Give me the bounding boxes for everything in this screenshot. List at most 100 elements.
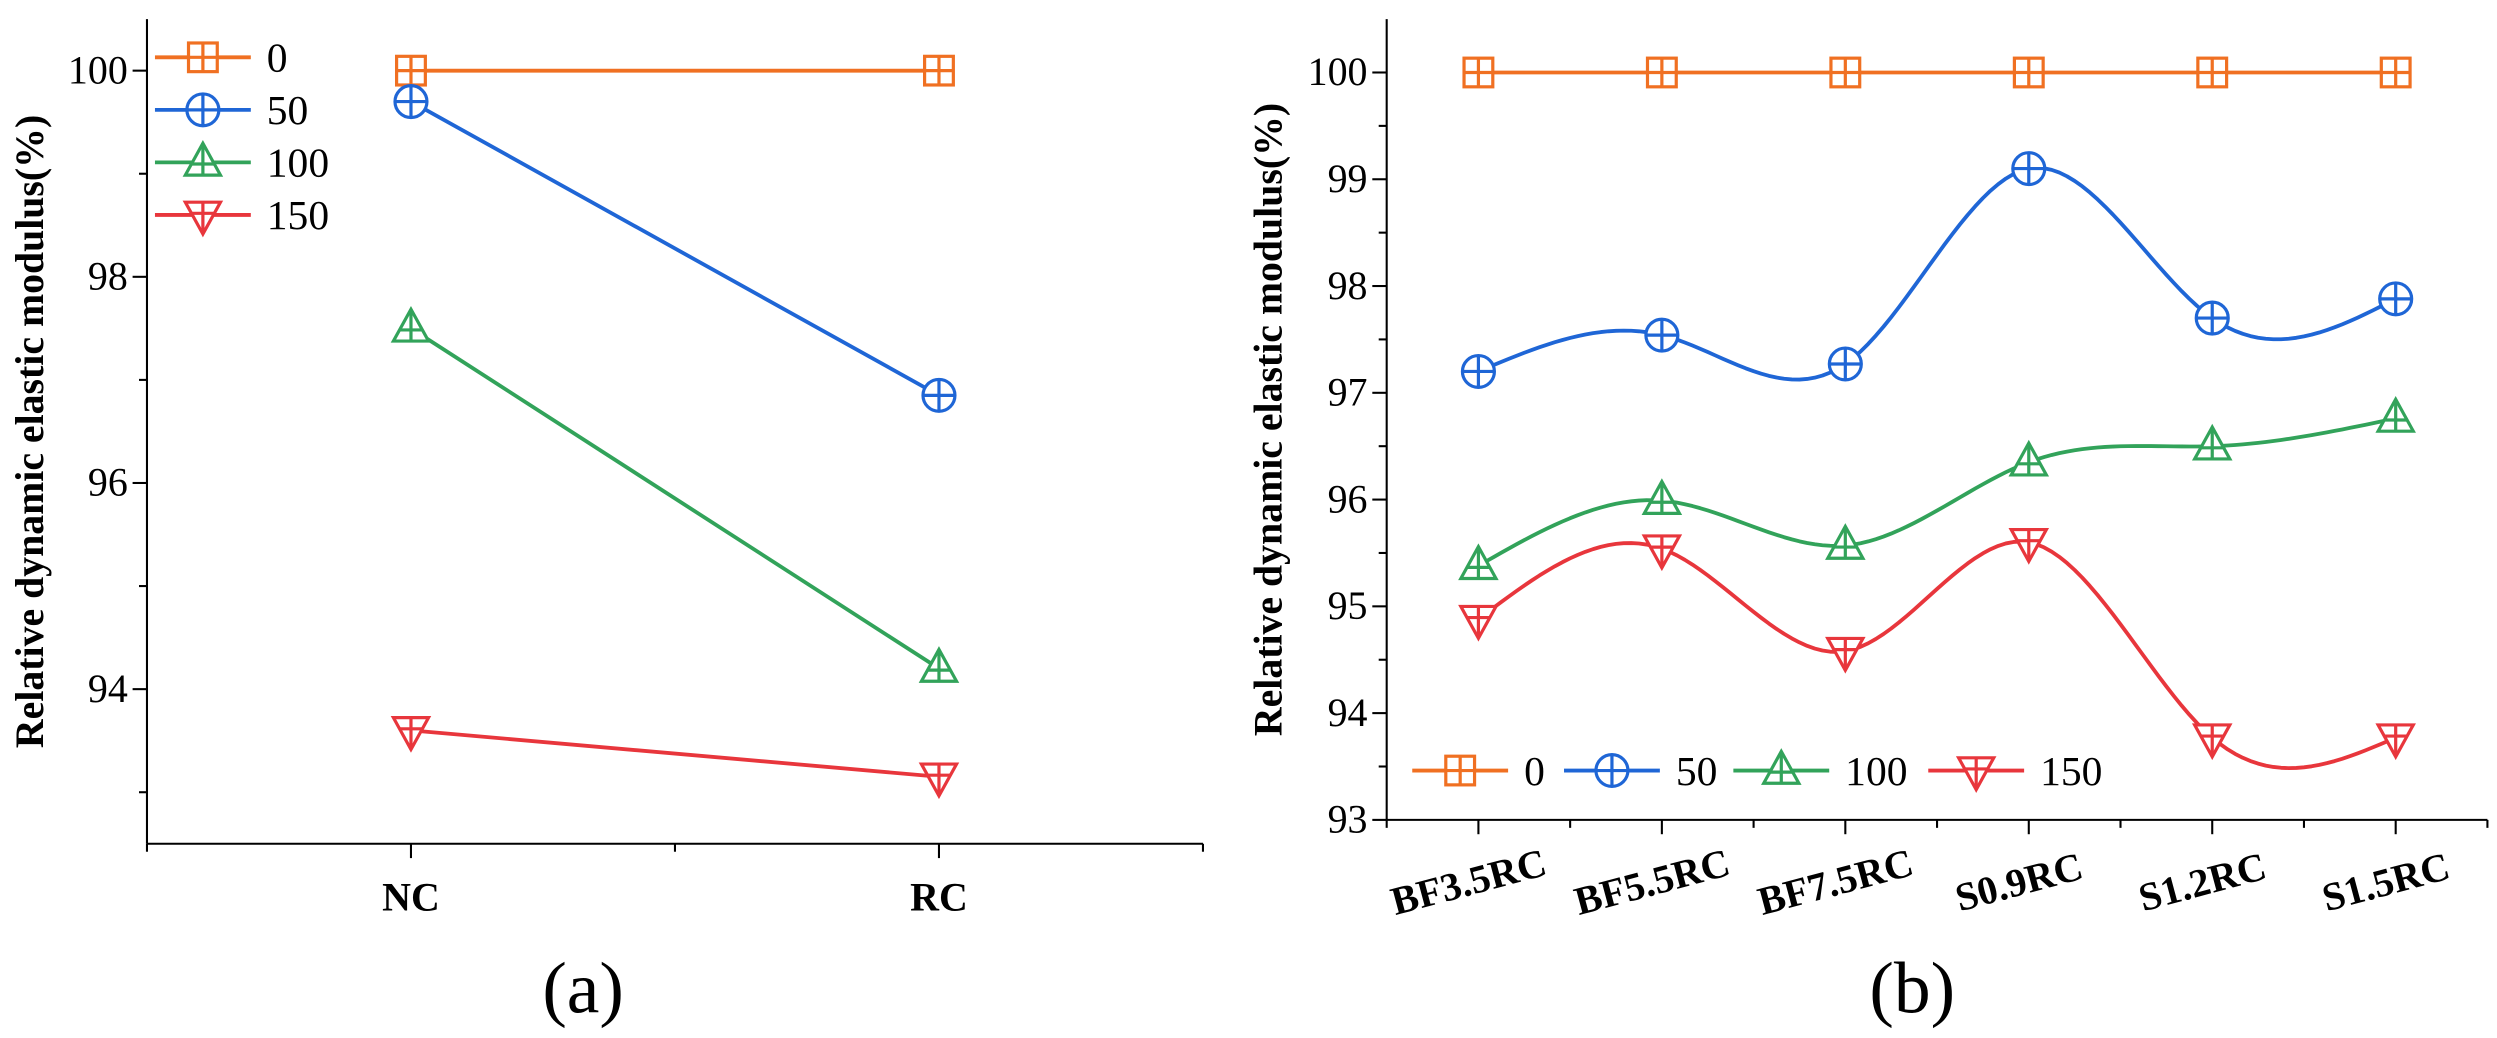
chart-b-axes	[1372, 19, 2489, 835]
chart-b-ytick-label-4: 97	[1328, 370, 1368, 415]
marker-plus	[1464, 58, 1493, 87]
marker-plus	[1829, 348, 1862, 380]
chart-a-legend-item-0: 0	[154, 35, 288, 81]
marker-plus	[399, 717, 423, 750]
marker-plus	[1462, 355, 1495, 388]
chart-b-ytick-label-3: 96	[1328, 476, 1368, 521]
chart-b-series-50-point-4	[2194, 300, 2230, 336]
chart-b-series-150-point-1	[1641, 534, 1683, 572]
marker-plus	[2017, 443, 2040, 475]
chart-b-series-100-point-0	[1458, 543, 1499, 581]
chart-a-xtick-label-1: RC	[910, 875, 968, 920]
marker-plus	[2196, 302, 2229, 334]
chart-b-series-150-line	[1476, 539, 2398, 771]
chart-a-xtick-label-0: NC	[382, 875, 440, 920]
marker-plus	[1645, 319, 1678, 352]
chart-b-legend-marker-150	[1955, 756, 1997, 793]
chart-a-legend-item-150: 150	[154, 192, 329, 238]
chart-a-legend: 0 50 100 150	[154, 35, 329, 238]
chart-b-xtick-label-0: BF3.5RC	[1386, 840, 1551, 924]
chart-b-ytick-label-2: 95	[1328, 583, 1368, 628]
marker-plus	[2201, 427, 2224, 459]
marker-plus	[1965, 757, 1988, 790]
chart-b-series-100-point-4	[2191, 423, 2233, 461]
chart-b-legend-label-150: 150	[2040, 748, 2102, 794]
chart-b-legend: 0 50 100 150	[1412, 748, 2102, 794]
chart-b-series-50-point-3	[2011, 151, 2047, 187]
marker-plus	[927, 649, 951, 682]
chart-a-series	[390, 54, 960, 800]
marker-plus	[927, 764, 951, 796]
marker-plus	[1467, 606, 1490, 639]
marker-plus	[1650, 481, 1674, 514]
chart-b-series-100-point-2	[1825, 523, 1866, 560]
chart-b-xtick-label-4: S1.2RC	[2134, 843, 2271, 920]
chart-b-series-100-line	[1476, 416, 2398, 568]
chart-a-ytick-label-0: 94	[88, 666, 128, 711]
chart-b-legend-label-50: 50	[1676, 748, 1718, 794]
chart-b-legend-item-150: 150	[1928, 748, 2102, 794]
chart-b-xtick-label-5: S1.5RC	[2317, 843, 2454, 920]
marker-plus	[1830, 58, 1860, 87]
chart-b-series-150-point-3	[2008, 527, 2050, 565]
chart-b-legend-marker-50	[1594, 753, 1630, 789]
chart-b-series-0-point-5	[2379, 56, 2412, 89]
chart-a-series-50-point-0	[393, 84, 429, 120]
chart-b-series-100-point-1	[1641, 478, 1683, 515]
marker-plus	[2017, 529, 2040, 562]
chart-a-ytick-label-1: 96	[88, 460, 128, 505]
chart-b-series-50-point-5	[2378, 281, 2414, 317]
chart-b-series-0-point-2	[1829, 56, 1862, 89]
chart-b: 93 94 95 96 97 98 99 100 BF3.5RC BF5.5RC BF7.5RC S0…	[1245, 19, 2489, 1029]
marker-plus	[2379, 282, 2412, 315]
chart-a-ytick-label-2: 98	[88, 254, 128, 299]
marker-plus	[2012, 152, 2045, 185]
chart-a-series-0-point-0	[394, 54, 427, 87]
marker-plus	[922, 379, 955, 412]
chart-b-series-50-point-2	[1827, 346, 1863, 382]
chart-a-legend-label-150: 150	[267, 192, 329, 238]
chart-b-legend-marker-0	[1444, 754, 1477, 787]
marker-plus	[1445, 756, 1475, 785]
marker-plus	[1770, 751, 1793, 784]
chart-a-series-100-line	[409, 326, 941, 671]
chart-a-legend-marker-50	[185, 92, 221, 128]
chart-b-panel-label: (b)	[1869, 948, 1955, 1029]
chart-a-series-50-point-1	[921, 377, 957, 413]
chart-b-xtick-label-2: BF7.5RC	[1753, 840, 1918, 924]
chart-b-series-0-point-0	[1462, 56, 1495, 89]
chart-b-legend-item-50: 50	[1564, 748, 1717, 794]
marker-plus	[2014, 58, 2044, 87]
marker-plus	[1834, 638, 1857, 671]
chart-a-legend-marker-150	[182, 200, 224, 238]
chart-b-ytick-label-0: 93	[1328, 797, 1368, 842]
marker-plus	[2384, 399, 2407, 432]
marker-plus	[2197, 58, 2227, 87]
chart-a-series-50-line	[409, 99, 941, 398]
chart-a-series-100-point-0	[390, 305, 432, 343]
chart-a-series-150-point-1	[918, 762, 960, 800]
chart-b-series-0-point-1	[1645, 56, 1678, 89]
marker-plus	[1647, 58, 1677, 87]
chart-a-series-0-point-1	[922, 54, 955, 87]
marker-plus	[396, 56, 426, 85]
marker-plus	[191, 202, 215, 235]
chart-b-series-150-point-2	[1825, 636, 1866, 674]
chart-b-xtick-label-1: BF5.5RC	[1570, 840, 1735, 924]
chart-b-series-150-point-4	[2191, 723, 2233, 761]
chart-a-series-100-point-1	[918, 646, 960, 683]
marker-plus	[188, 42, 218, 72]
chart-b-series-100-point-3	[2008, 439, 2050, 477]
chart-b-series-50-point-0	[1460, 353, 1496, 389]
chart-b-ytick-label-1: 94	[1328, 690, 1368, 735]
chart-b-series-150-point-5	[2375, 723, 2416, 761]
chart-b-series-100-point-5	[2375, 396, 2416, 433]
chart-b-ytick-label-6: 99	[1328, 156, 1368, 201]
chart-b-legend-marker-100	[1761, 748, 1802, 785]
chart-a-legend-label-100: 100	[267, 140, 329, 186]
chart-b-xtick-label-3: S0.9RC	[1950, 843, 2087, 920]
chart-b-series-0-point-3	[2012, 56, 2045, 89]
chart-b-legend-item-100: 100	[1733, 748, 1907, 794]
